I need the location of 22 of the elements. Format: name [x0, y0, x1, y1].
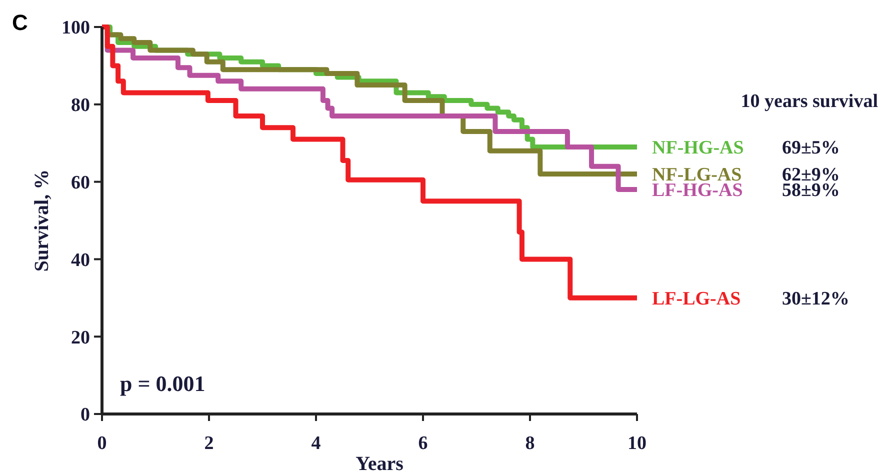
y-tick-label: 100: [62, 18, 90, 39]
y-tick-label: 40: [71, 250, 90, 271]
legend-title: 10 years survival: [740, 91, 878, 112]
x-tick-label: 6: [418, 433, 428, 454]
text: 69±5%: [782, 138, 840, 159]
y-tick-label: 0: [80, 404, 90, 426]
x-tick-label: 0: [97, 433, 107, 454]
text: 30±12%: [782, 288, 850, 310]
y-tick-label: 20: [71, 327, 90, 348]
y-tick-label: 80: [71, 95, 90, 116]
chart-title: C: [12, 10, 28, 35]
x-tick-label: 10: [628, 433, 646, 454]
y-tick-label: 60: [71, 172, 90, 194]
x-axis-title: Years: [356, 453, 404, 475]
series-label: LF-HG-AS: [652, 180, 743, 202]
x-tick-label: 8: [525, 433, 535, 454]
annotation: p = 0.001: [120, 371, 206, 396]
series-label: LF-LG-AS: [652, 288, 741, 310]
x-tick-label: 4: [311, 433, 322, 454]
series-label: NF-HG-AS: [652, 138, 744, 159]
y-axis-title: Survival, %: [31, 169, 53, 272]
x-tick-label: 2: [204, 433, 214, 454]
